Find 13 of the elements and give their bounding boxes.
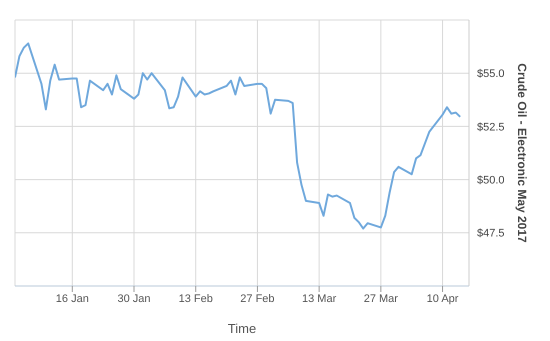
y-tick-label: $47.5 [477,228,505,240]
x-tick-label: 27 Feb [240,292,275,305]
x-tick-label: 16 Jan [56,292,89,305]
y-axis-title: Crude Oil - Electronic May 2017 [515,63,529,244]
x-tick-label: 10 Apr [426,292,459,305]
y-tick-label: $52.5 [477,121,505,134]
x-tick-label: 13 Feb [178,292,213,305]
x-tick-label: 30 Jan [117,292,151,305]
y-tick-label: $55.0 [477,68,505,80]
x-axis-title: Time [228,321,256,336]
x-tick-label: 27 Mar [364,292,398,305]
x-tick-label: 13 Mar [302,292,337,305]
y-tick-label: $50.0 [477,174,505,187]
